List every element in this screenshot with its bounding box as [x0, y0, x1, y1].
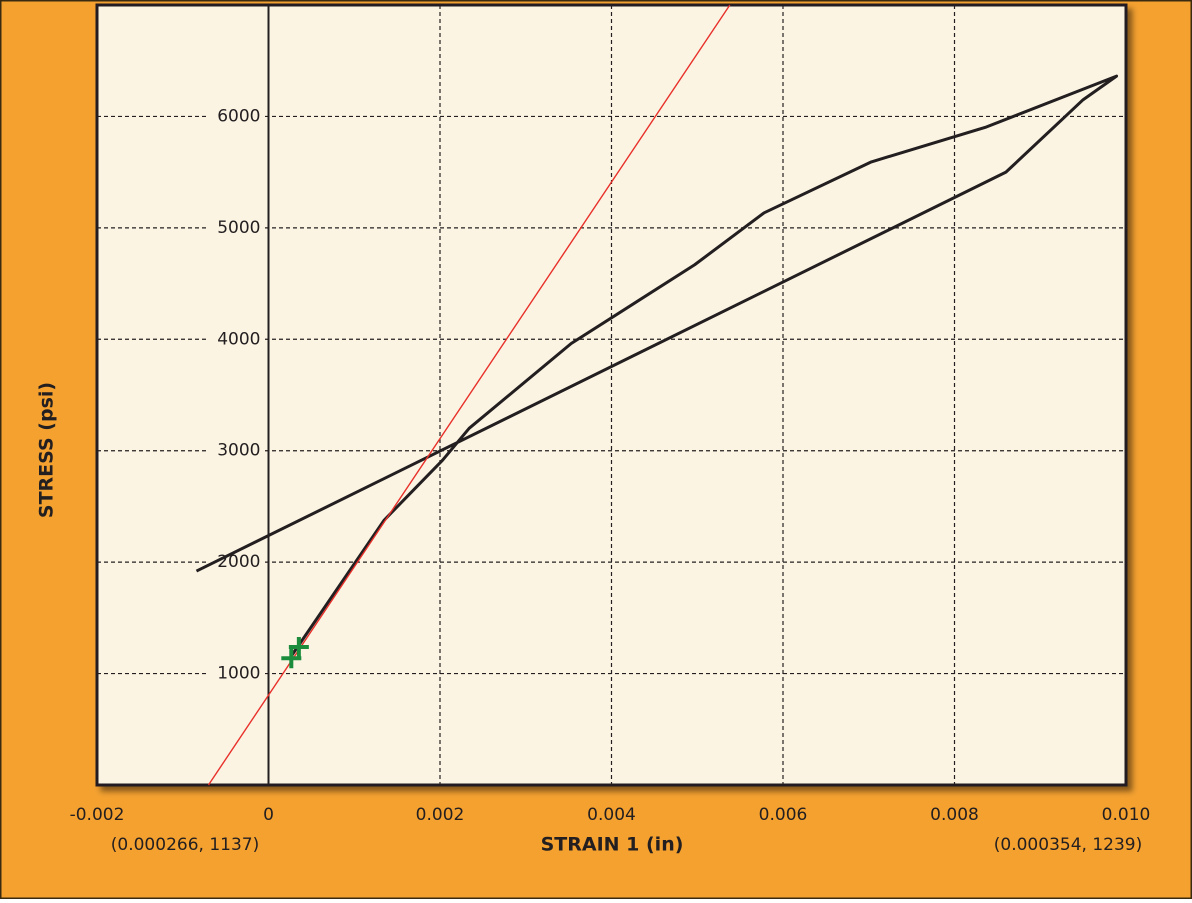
point-marker	[281, 648, 302, 669]
x-tick-label: 0.004	[587, 805, 636, 825]
annotation: (0.000354, 1239)	[994, 835, 1142, 855]
tick-label-bg	[206, 217, 265, 238]
x-tick-label: -0.002	[70, 805, 125, 825]
x-tick-label: 0.006	[759, 805, 808, 825]
y-tick-label: 1000	[217, 664, 260, 684]
y-tick-label: 3000	[217, 441, 260, 461]
x-tick-label: 0.008	[930, 805, 979, 825]
point-marker	[288, 636, 309, 657]
tick-label-bg	[206, 329, 265, 350]
line	[207, 4, 731, 786]
x-tick-label: 0	[263, 805, 274, 825]
tick-label-bg	[206, 663, 265, 684]
y-tick-label: 2000	[217, 552, 260, 572]
tick-label-bg	[206, 440, 265, 461]
plot: 1000 2000 3000 4000 5000 6000	[97, 4, 1126, 786]
x-axis-label: STRAIN 1 (in)	[541, 834, 684, 856]
y-tick-label: 5000	[217, 218, 260, 238]
y-tick-label: 6000	[217, 106, 260, 126]
tick-label-bg	[206, 552, 265, 573]
y-tick-label: 4000	[217, 329, 260, 349]
x-tick-label: 0.010	[1102, 805, 1151, 825]
tick-label-bg	[206, 106, 265, 127]
x-tick-label: 0.002	[416, 805, 465, 825]
annotation: (0.000266, 1137)	[111, 835, 259, 855]
line	[195, 74, 1119, 658]
y-axis-label: STRESS (psi)	[36, 382, 58, 518]
